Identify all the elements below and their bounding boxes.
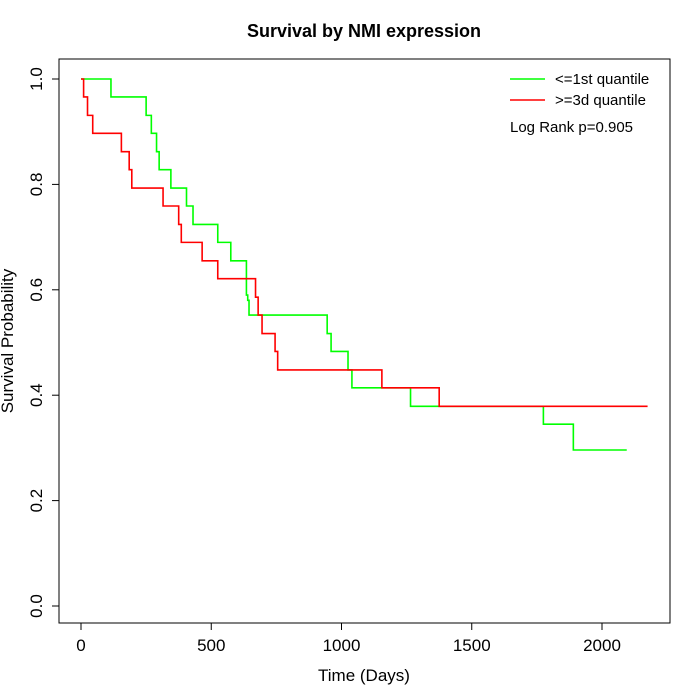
legend-label-low: <=1st quantile — [555, 71, 649, 88]
y-axis-label: Survival Probability — [0, 268, 17, 413]
x-tick-label: 1500 — [453, 636, 491, 655]
survival-curve-high — [81, 78, 648, 408]
x-tick-label: 0 — [76, 636, 85, 655]
y-tick-label: 0.6 — [27, 278, 46, 302]
x-axis-label: Time (Days) — [318, 666, 410, 685]
y-tick-label: 0.2 — [27, 489, 46, 513]
plot-frame — [58, 58, 671, 624]
x-axis: 0 500 1000 1500 2000 — [76, 622, 621, 655]
y-tick-label: 0.0 — [27, 594, 46, 618]
x-tick-label: 500 — [197, 636, 225, 655]
y-tick-label: 0.4 — [27, 383, 46, 407]
y-tick-label: 1.0 — [27, 67, 46, 91]
x-tick-label: 2000 — [583, 636, 621, 655]
legend-label-high: >=3d quantile — [555, 92, 646, 109]
legend: <=1st quantile >=3d quantile — [510, 71, 649, 109]
plot-area — [81, 78, 648, 451]
log-rank-annotation: Log Rank p=0.905 — [510, 119, 633, 136]
y-axis: 0.0 0.2 0.4 0.6 0.8 1.0 — [27, 67, 60, 618]
x-tick-label: 1000 — [323, 636, 361, 655]
survival-curve-low — [81, 78, 627, 451]
y-tick-label: 0.8 — [27, 173, 46, 197]
chart-title: Survival by NMI expression — [247, 21, 481, 41]
